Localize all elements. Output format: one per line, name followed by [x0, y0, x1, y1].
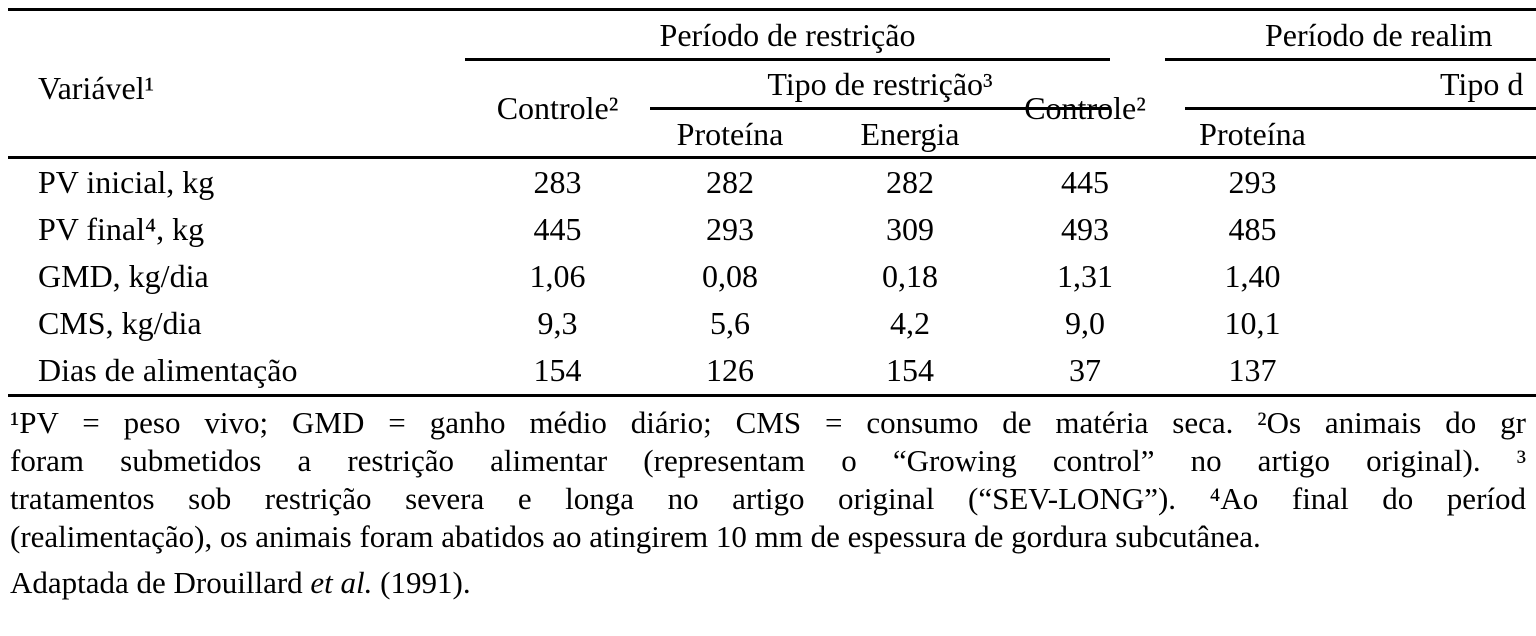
table-cell: 154 [886, 352, 934, 388]
rule-group-restricao [465, 58, 1110, 61]
table-cell: 4,2 [890, 305, 930, 341]
footnote-line: tratamentos sob restrição severa e longa… [10, 481, 1526, 516]
table-cell: 154 [533, 352, 582, 388]
header-proteina-realim: Proteína [1199, 116, 1306, 152]
table-cell: 445 [1061, 164, 1109, 200]
data-table: Variável¹ Período de restrição Período d… [0, 8, 1536, 397]
table-row: CMS, kg/dia 9,3 5,6 4,2 9,0 10,1 [0, 300, 1536, 347]
table-cell: 282 [706, 164, 754, 200]
table-cell: 126 [706, 352, 754, 388]
header-controle-restricao: Controle² [496, 90, 619, 126]
table-row: GMD, kg/dia 1,06 0,08 0,18 1,31 1,40 [0, 253, 1536, 300]
footnote-source-line: Adaptada de Drouillard et al. (1991). [10, 564, 1526, 602]
rule-tipo-restricao-right [1185, 107, 1536, 110]
table-cell: 9,3 [537, 305, 578, 341]
table-cell: 0,08 [702, 258, 758, 294]
header-tipo-restricao-left: Tipo de restrição³ [767, 66, 993, 102]
row-label: PV inicial, kg [38, 164, 215, 200]
header-group-restricao: Período de restrição [659, 17, 916, 53]
row-label: GMD, kg/dia [38, 258, 209, 294]
table-cell: 0,18 [882, 258, 938, 294]
rule-tipo-restricao-left [650, 107, 1110, 110]
table-cell: 293 [706, 211, 754, 247]
header-energia-restricao: Energia [860, 116, 960, 152]
row-label: CMS, kg/dia [38, 305, 202, 341]
source-text-post: (1991). [372, 565, 471, 600]
header-proteina-restricao: Proteína [676, 116, 784, 152]
table-cell: 9,0 [1065, 305, 1105, 341]
table-body: PV inicial, kg 283 282 282 445 293 PV final⁴, … [0, 159, 1536, 394]
table-cell: 137 [1228, 352, 1277, 388]
table-cell: 445 [533, 211, 582, 247]
table-cell: 493 [1061, 211, 1109, 247]
table-cell: 1,40 [1224, 258, 1281, 294]
table-cell: 293 [1228, 164, 1277, 200]
rule-table-bottom [8, 394, 1536, 397]
table-cell: 283 [533, 164, 582, 200]
rule-header-bottom [8, 156, 1536, 159]
row-label: Dias de alimentação [38, 352, 298, 388]
table-row: PV final⁴, kg 445 293 309 493 485 [0, 206, 1536, 253]
header-group-realimentacao: Período de realim [1265, 17, 1493, 53]
table-cell: 282 [886, 164, 934, 200]
header-controle-realim: Controle² [1024, 90, 1146, 126]
source-text-etal: et al. [310, 565, 373, 600]
footnote-line: foram submetidos a restrição alimentar (… [10, 443, 1526, 478]
source-text-pre: Adaptada de Drouillard [10, 565, 311, 600]
header-variavel: Variável¹ [38, 70, 155, 106]
header-tipo-restricao-right: Tipo d [1440, 66, 1524, 102]
rule-table-top [8, 8, 1536, 11]
table-cell: 10,1 [1224, 305, 1281, 341]
rule-group-realimentacao [1165, 58, 1536, 61]
table-cell: 37 [1069, 352, 1101, 388]
row-label: PV final⁴, kg [38, 211, 205, 247]
footnote-line: ¹PV = peso vivo; GMD = ganho médio diári… [10, 405, 1526, 440]
table-row: PV inicial, kg 283 282 282 445 293 [0, 159, 1536, 206]
table-row: Dias de alimentação 154 126 154 37 137 [0, 347, 1536, 394]
table-cell: 1,06 [529, 258, 586, 294]
table-cell: 309 [886, 211, 934, 247]
table-cell: 485 [1228, 211, 1277, 247]
table-cell: 5,6 [710, 305, 750, 341]
table-footnotes: ¹PV = peso vivo; GMD = ganho médio diári… [0, 400, 1536, 602]
table-cell: 1,31 [1057, 258, 1113, 294]
footnote-line: (realimentação), os animais foram abatid… [10, 519, 1261, 554]
